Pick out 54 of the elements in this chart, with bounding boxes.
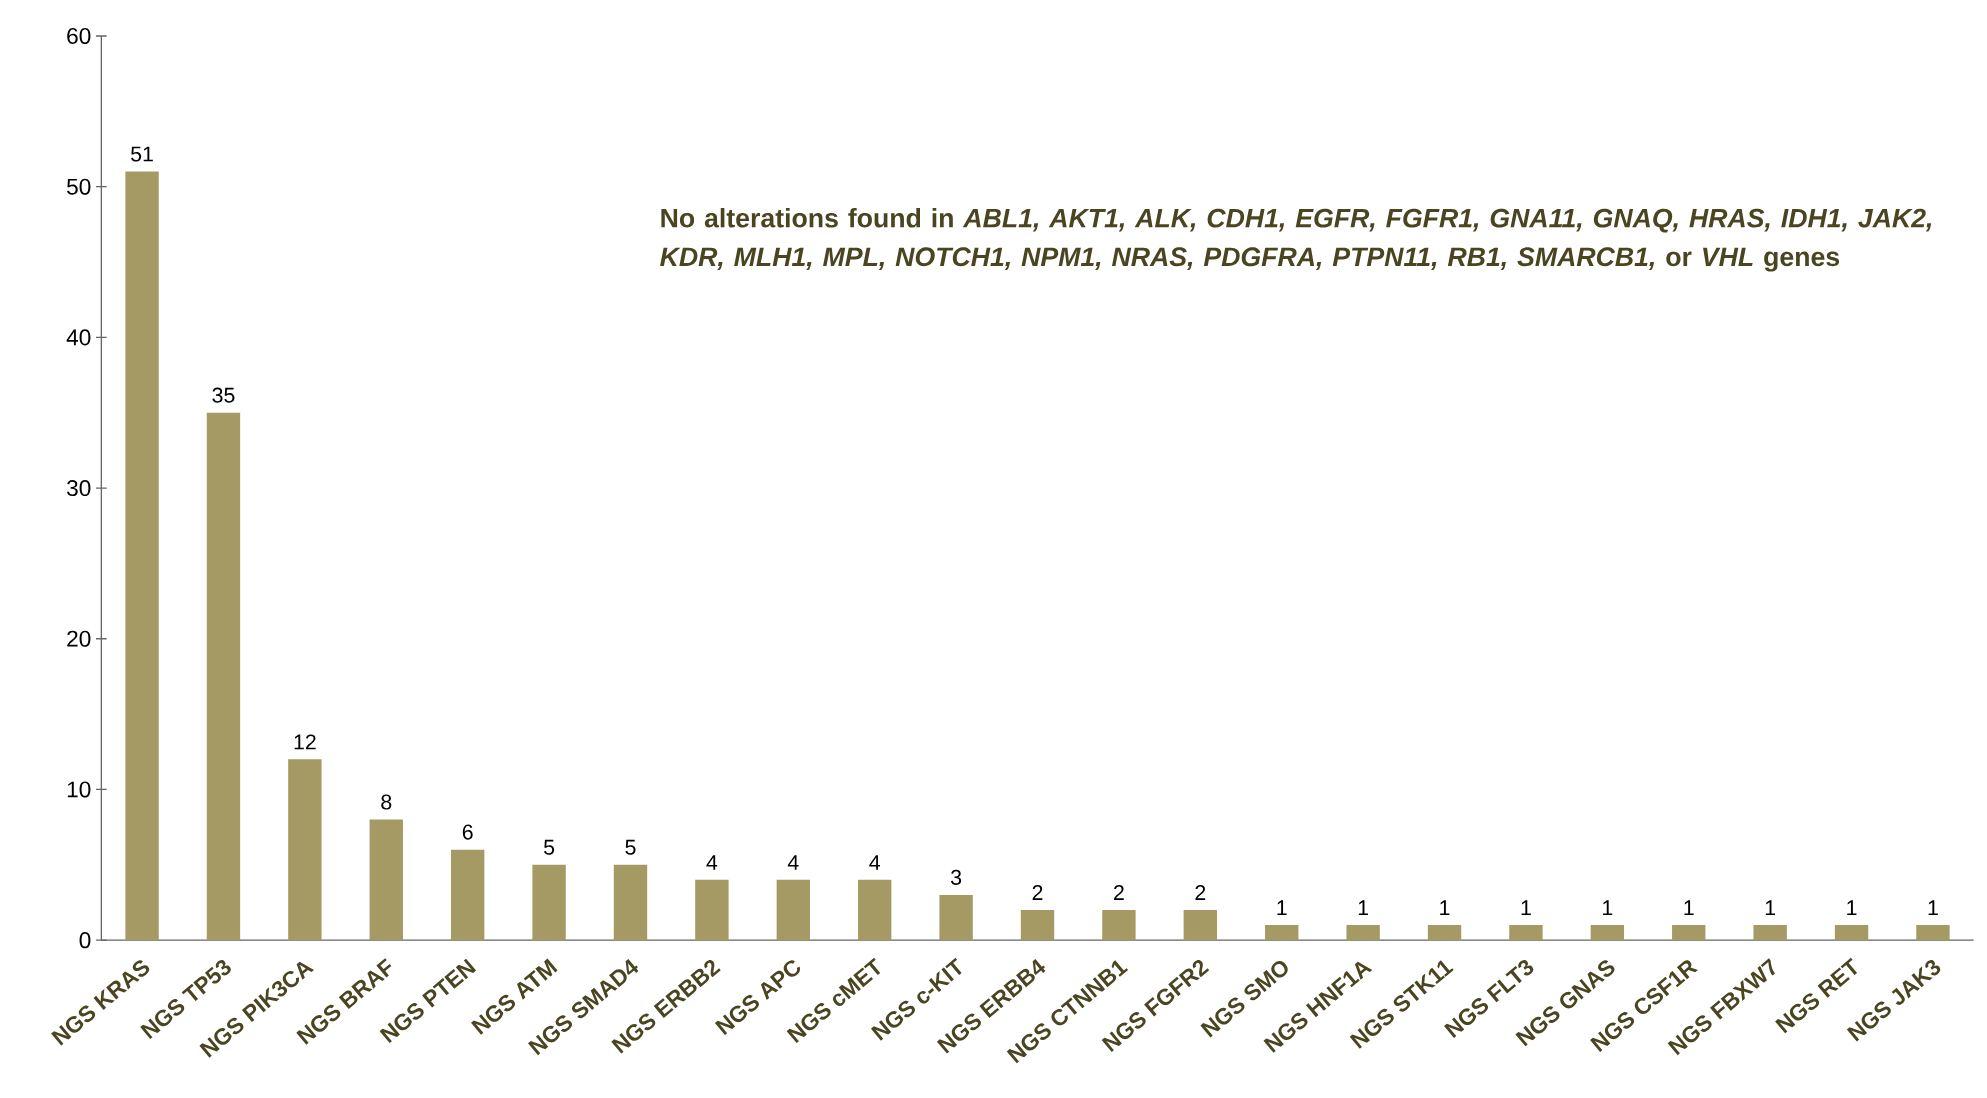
- bar: [1020, 909, 1055, 941]
- data-label: 8: [381, 794, 392, 810]
- data-label: 2: [1032, 884, 1043, 900]
- bar: [939, 894, 973, 941]
- bar: [1183, 909, 1218, 941]
- bar: [288, 759, 322, 941]
- bar: [1672, 925, 1706, 941]
- bar: [125, 171, 159, 941]
- data-label: 4: [706, 855, 718, 870]
- bar: [1753, 925, 1787, 941]
- y-tick-label: 60: [67, 27, 91, 44]
- data-label: 1: [1603, 900, 1613, 915]
- data-label: 1: [1684, 900, 1694, 915]
- data-label: 6: [462, 824, 473, 840]
- bar: [1509, 925, 1543, 941]
- bar: [695, 879, 729, 941]
- data-label: 1: [1358, 900, 1369, 915]
- bar: [1916, 925, 1950, 941]
- y-tick-label: 50: [67, 178, 91, 195]
- bar: [1346, 925, 1380, 941]
- bar: [1265, 925, 1299, 941]
- data-label: 1: [1847, 900, 1857, 915]
- bar: [532, 864, 566, 941]
- data-label: 51: [131, 146, 153, 162]
- data-label: 5: [625, 839, 636, 855]
- bar: [776, 879, 810, 941]
- data-label: 1: [1928, 900, 1938, 915]
- data-label: 35: [212, 387, 235, 403]
- data-label: 5: [544, 839, 555, 855]
- bar: [1590, 925, 1625, 941]
- y-tick-label: 10: [67, 781, 91, 798]
- data-label: 4: [787, 855, 799, 870]
- bar: [1834, 925, 1869, 941]
- bar: [613, 864, 648, 941]
- bar: [450, 849, 485, 941]
- data-label: 12: [294, 734, 316, 750]
- data-label: 1: [1277, 900, 1287, 915]
- data-label: 3: [950, 869, 962, 885]
- data-label: 1: [1521, 900, 1531, 915]
- annotation: No alterations found in ABL1, AKT1, ALK, CDH1, EGFR, FGFR1, GNA11, GNAQ, HRAS, IDH1, JAK2, KDR, MLH1, MPL, NOTCH1, NPM1, NRAS, PDGFRA, PTPN11, RB1, SMARCB1, or VHL genes: [660, 207, 1932, 272]
- y-tick-label: 20: [67, 630, 91, 647]
- data-label: 1: [1765, 900, 1776, 915]
- bar: [206, 412, 241, 941]
- bar: [858, 879, 892, 941]
- bar: [369, 819, 403, 941]
- y-tick-label: 0: [79, 932, 91, 949]
- bar: [1427, 925, 1462, 941]
- y-tick-label: 30: [66, 479, 91, 497]
- bar: [1102, 909, 1136, 941]
- data-label: 2: [1195, 884, 1206, 900]
- y-tick-label: 40: [66, 329, 91, 346]
- data-label: 4: [869, 855, 880, 870]
- data-label: 1: [1440, 900, 1450, 915]
- data-label: 2: [1114, 884, 1124, 900]
